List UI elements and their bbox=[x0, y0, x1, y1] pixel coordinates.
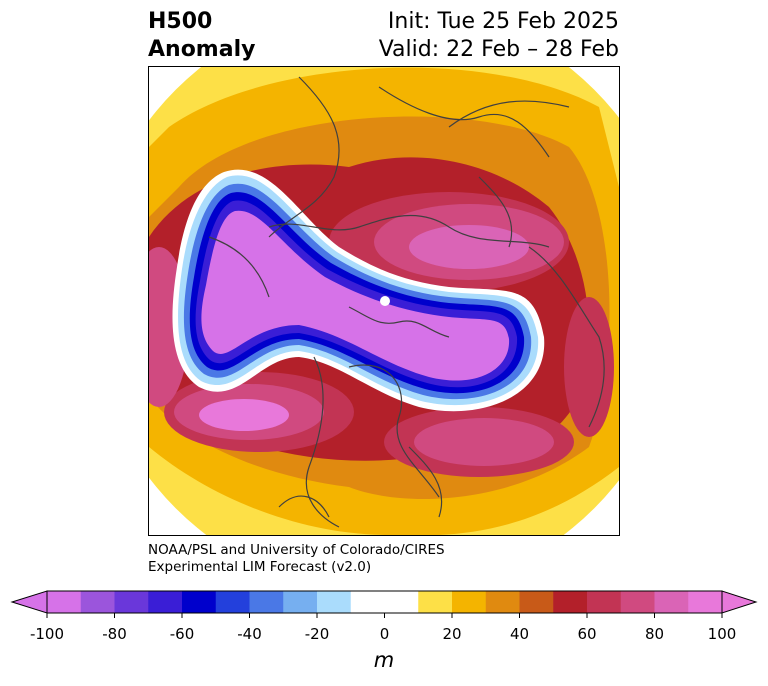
colorbar-segment bbox=[519, 591, 554, 613]
colorbar-overflow-triangle bbox=[721, 590, 758, 614]
valid-range: Valid: 22 Feb – 28 Feb bbox=[378, 37, 619, 62]
credit-text: NOAA/PSL and University of Colorado/CIRE… bbox=[148, 542, 445, 576]
colorbar-segment bbox=[452, 591, 487, 613]
colorbar-segment bbox=[485, 591, 520, 613]
colorbar-segment bbox=[283, 591, 318, 613]
colorbar-tick-label: -80 bbox=[102, 625, 127, 643]
credit-line-2: Experimental LIM Forecast (v2.0) bbox=[148, 559, 372, 575]
forecast-dates: Init: Tue 25 Feb 2025 Valid: 22 Feb – 28… bbox=[379, 8, 619, 64]
colorbar-tick-label: 100 bbox=[708, 625, 737, 643]
pole-marker bbox=[380, 296, 390, 306]
colorbar-unit-label: m bbox=[374, 648, 394, 672]
anomaly-map bbox=[149, 67, 619, 535]
colorbar-segment bbox=[249, 591, 284, 613]
colorbar-segment bbox=[688, 591, 723, 613]
map-title: H500 Anomaly bbox=[148, 8, 255, 64]
title-line-2: Anomaly bbox=[148, 37, 256, 62]
colorbar-segment bbox=[654, 591, 689, 613]
colorbar-segment bbox=[384, 591, 419, 613]
colorbar-segment bbox=[553, 591, 588, 613]
colorbar-segment bbox=[80, 591, 115, 613]
colorbar-tick-label: 80 bbox=[645, 625, 664, 643]
colorbar-segment bbox=[317, 591, 352, 613]
colorbar: -100 -80 -60 -40 -20 0 20 40 60 80 100 m bbox=[0, 585, 768, 685]
colorbar-underflow-triangle bbox=[10, 590, 48, 614]
colorbar-segment bbox=[620, 591, 655, 613]
colorbar-tick-label: 20 bbox=[442, 625, 461, 643]
colorbar-segment bbox=[350, 591, 385, 613]
ridge-europe-peak bbox=[409, 225, 529, 269]
colorbar-segment bbox=[47, 591, 82, 613]
colorbar-tick-label: 60 bbox=[577, 625, 596, 643]
colorbar-tick-label: 0 bbox=[380, 625, 390, 643]
colorbar-tick-label: -100 bbox=[30, 625, 64, 643]
colorbar-segment bbox=[418, 591, 453, 613]
colorbar-graphic: -100 -80 -60 -40 -20 0 20 40 60 80 100 m bbox=[10, 590, 758, 672]
colorbar-segment bbox=[182, 591, 217, 613]
colorbar-tick-label: -60 bbox=[170, 625, 195, 643]
colorbar-tick-label: -40 bbox=[237, 625, 262, 643]
colorbar-segment bbox=[215, 591, 250, 613]
ridge-east-edge bbox=[564, 297, 614, 437]
trough-core bbox=[201, 210, 510, 381]
colorbar-segment bbox=[114, 591, 149, 613]
ridge-west-edge bbox=[149, 247, 189, 407]
colorbar-segment bbox=[587, 591, 622, 613]
title-line-1: H500 bbox=[148, 9, 213, 34]
init-date: Init: Tue 25 Feb 2025 bbox=[387, 9, 619, 34]
colorbar-tick-label: 40 bbox=[510, 625, 529, 643]
map-panel[interactable] bbox=[148, 66, 620, 536]
credit-line-1: NOAA/PSL and University of Colorado/CIRE… bbox=[148, 542, 445, 558]
ridge-atlantic-core bbox=[414, 418, 554, 466]
ridge-pacific-peak bbox=[199, 399, 289, 431]
colorbar-segment bbox=[148, 591, 183, 613]
coastlines bbox=[208, 76, 605, 528]
colorbar-tick-label: -20 bbox=[305, 625, 330, 643]
